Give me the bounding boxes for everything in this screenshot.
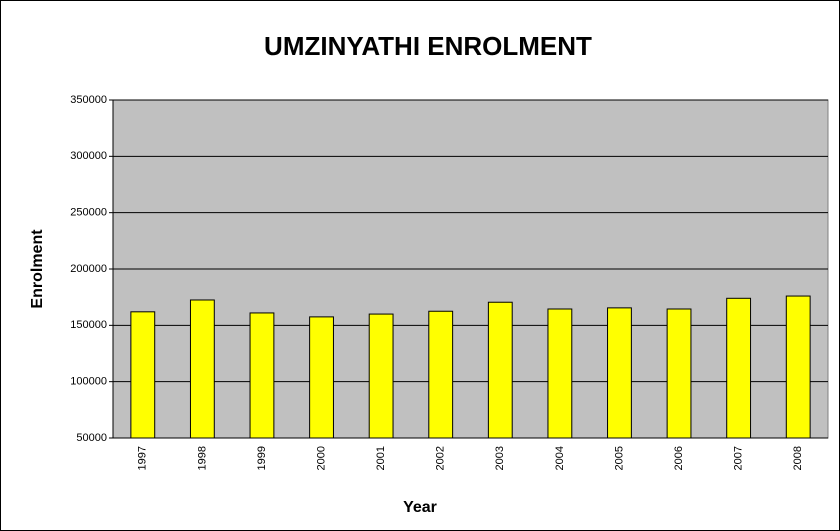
bar — [547, 308, 573, 439]
bar — [726, 297, 752, 439]
y-tick-label: 100000 — [70, 376, 107, 388]
bar — [666, 308, 692, 439]
y-tick-label: 350000 — [70, 94, 107, 106]
x-tick-label: 2005 — [613, 446, 625, 470]
y-tick-label: 300000 — [70, 150, 107, 162]
x-axis-label: Year — [403, 499, 437, 516]
bar — [487, 301, 513, 439]
x-tick-label: 1997 — [137, 446, 149, 470]
x-tick-label: 1998 — [196, 446, 208, 470]
x-tick-label: 2000 — [315, 446, 327, 470]
y-tick-label: 200000 — [70, 263, 107, 275]
bar — [607, 307, 632, 439]
x-tick-label: 2002 — [435, 446, 447, 470]
bar — [130, 311, 156, 439]
x-tick-label: 2008 — [792, 446, 804, 470]
bar — [249, 312, 275, 439]
bar — [368, 313, 394, 439]
x-tick-label: 2003 — [494, 446, 506, 470]
bar — [309, 316, 334, 439]
y-tick-label: 50000 — [76, 432, 107, 444]
bar — [189, 299, 215, 439]
x-tick-label: 2006 — [673, 446, 685, 470]
chart-title: UMZINYATHI ENROLMENT — [264, 31, 592, 61]
x-tick-label: 2001 — [375, 446, 387, 470]
bar — [785, 295, 811, 439]
x-tick-label: 2004 — [554, 446, 566, 470]
y-tick-label: 150000 — [70, 319, 107, 331]
bar — [428, 310, 454, 439]
y-tick-label: 250000 — [70, 207, 107, 219]
x-tick-label: 1999 — [256, 446, 268, 470]
x-tick-label: 2007 — [733, 446, 745, 470]
y-axis-label: Enrolment — [29, 229, 46, 309]
